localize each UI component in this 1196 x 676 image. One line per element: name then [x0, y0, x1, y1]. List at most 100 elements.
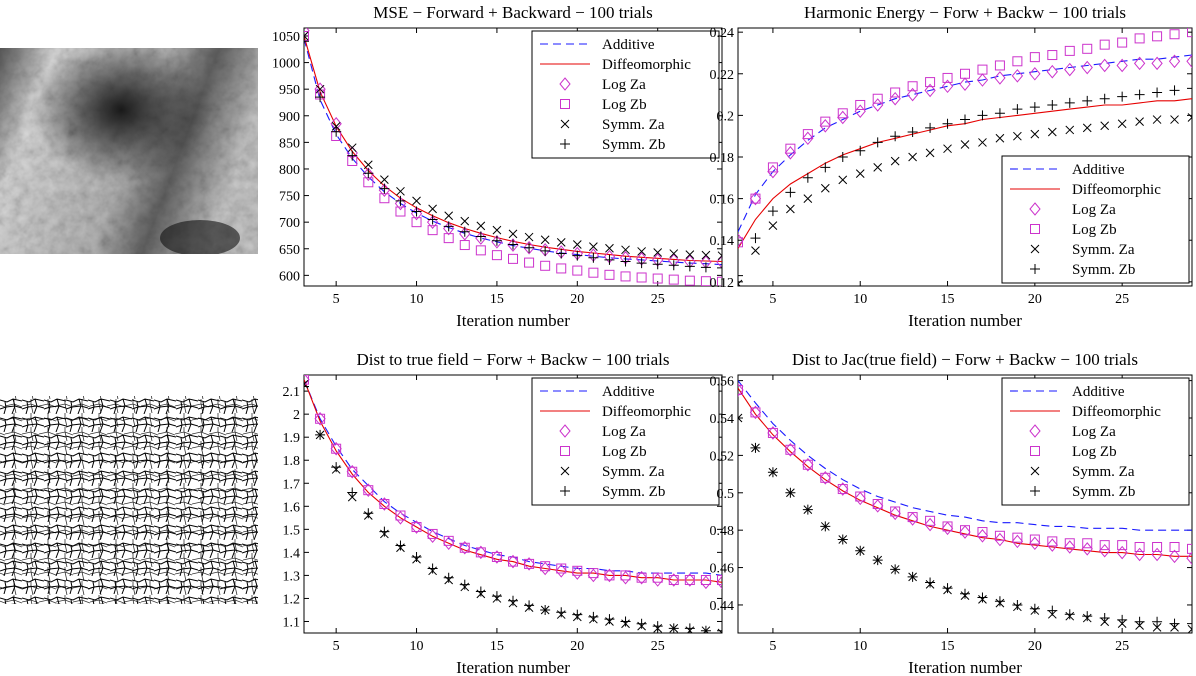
- marker-x-11: [476, 221, 486, 231]
- marker-plus-legend: [560, 486, 570, 496]
- marker-square-4: [802, 129, 813, 140]
- marker-plus-6: [837, 534, 848, 545]
- marker-square-11: [925, 515, 936, 526]
- y-tick-label: 0.22: [710, 68, 735, 83]
- y-tick-label: 600: [279, 269, 300, 284]
- marker-plus-13: [508, 595, 518, 606]
- marker-square-9: [890, 506, 901, 517]
- marker-square-11: [925, 77, 936, 88]
- x-tick-label: 20: [1028, 639, 1042, 654]
- y-tick-label: 0.14: [710, 234, 735, 249]
- marker-plus-11: [475, 586, 486, 597]
- y-tick-label: 0.56: [710, 375, 735, 390]
- y-tick-label: 0.12: [710, 276, 735, 291]
- marker-x-24: [685, 250, 695, 259]
- marker-x-1: [315, 84, 325, 94]
- x-axis-label: Iteration number: [456, 311, 570, 330]
- legend-box: [1001, 377, 1190, 506]
- marker-square-23: [1134, 33, 1145, 44]
- marker-diamond-16: [555, 564, 567, 578]
- marker-plus-4: [802, 172, 813, 183]
- marker-plus-1: [315, 429, 326, 440]
- marker-plus-0: [738, 413, 743, 423]
- marker-diamond-20: [619, 570, 632, 585]
- marker-plus-22: [1117, 91, 1128, 102]
- y-tick-label: 1.8: [283, 454, 301, 469]
- marker-square-1: [315, 413, 326, 424]
- series-additive: [738, 380, 1192, 531]
- legend-label: Symm. Zb: [602, 137, 665, 153]
- marker-plus-9: [443, 572, 454, 583]
- marker-diamond-7: [410, 520, 423, 534]
- marker-plus-11: [475, 231, 486, 242]
- marker-plus-13: [508, 239, 518, 250]
- grayscale-texture-image: [0, 48, 258, 254]
- marker-plus-18: [1047, 99, 1058, 110]
- marker-plus-2: [767, 206, 778, 217]
- plot-frame: [737, 374, 1193, 634]
- marker-x-0: [738, 279, 743, 286]
- marker-diamond-17: [571, 566, 583, 580]
- marker-square-17: [572, 565, 583, 576]
- legend-label: Log Zb: [602, 444, 647, 460]
- y-tick-label: 0.48: [710, 524, 735, 539]
- marker-plus-25: [1169, 85, 1180, 96]
- marker-diamond-4: [362, 483, 374, 497]
- marker-plus-4: [363, 168, 374, 179]
- marker-x-21: [1100, 121, 1110, 131]
- marker-diamond-14: [523, 557, 535, 571]
- series-line: [738, 380, 1192, 531]
- marker-square-7: [411, 522, 422, 533]
- marker-square-2: [767, 162, 778, 173]
- marker-diamond-19: [1064, 62, 1076, 77]
- marker-plus-26: [1187, 83, 1192, 94]
- marker-plus-8: [427, 214, 438, 225]
- marker-plus-3: [785, 187, 796, 198]
- marker-square-5: [379, 193, 390, 204]
- marker-x-9: [890, 156, 900, 166]
- legend-label: Log Zb: [602, 97, 647, 113]
- y-tick-label: 900: [279, 110, 300, 125]
- marker-diamond-17: [1029, 66, 1041, 81]
- series-symm-zb: [304, 381, 722, 633]
- marker-plus-18: [588, 611, 599, 622]
- marker-x-23: [669, 249, 679, 258]
- series-line: [304, 379, 722, 583]
- y-tick-label: 1.5: [283, 523, 301, 538]
- marker-diamond-13: [959, 77, 971, 91]
- marker-plus-3: [785, 487, 796, 498]
- marker-square-12: [942, 72, 953, 83]
- marker-plus-15: [540, 604, 551, 615]
- y-tick-label: 950: [279, 83, 300, 98]
- x-tick-label: 5: [333, 639, 340, 654]
- marker-square-14: [524, 558, 535, 569]
- marker-diamond-24: [1151, 547, 1163, 562]
- marker-diamond-24: [684, 573, 696, 587]
- marker-square-14: [524, 257, 535, 268]
- marker-square-0: [304, 375, 309, 385]
- y-tick-label: 0.5: [717, 487, 735, 502]
- marker-diamond-1: [749, 405, 762, 420]
- marker-square-21: [1099, 540, 1110, 551]
- marker-square-22: [1117, 540, 1128, 551]
- marker-plus-8: [427, 563, 438, 574]
- series-line: [738, 387, 1192, 557]
- marker-square-12: [942, 521, 953, 532]
- marker-square-9: [443, 535, 454, 546]
- marker-x-18: [589, 242, 598, 251]
- marker-square-legend: [1030, 224, 1040, 234]
- marker-square-0: [738, 237, 743, 248]
- marker-square-11: [475, 547, 486, 558]
- marker-plus-11: [925, 577, 936, 588]
- marker-diamond-5: [819, 471, 831, 485]
- marker-square-26: [1187, 28, 1192, 38]
- marker-diamond-26: [1186, 551, 1192, 565]
- marker-plus-5: [820, 162, 831, 173]
- marker-plus-16: [1012, 599, 1023, 610]
- plot-data: [304, 28, 722, 286]
- marker-diamond-14: [976, 529, 989, 543]
- marker-plus-24: [1152, 616, 1163, 627]
- marker-square-25: [700, 575, 711, 586]
- marker-diamond-16: [1011, 69, 1024, 83]
- marker-plus-10: [907, 571, 918, 582]
